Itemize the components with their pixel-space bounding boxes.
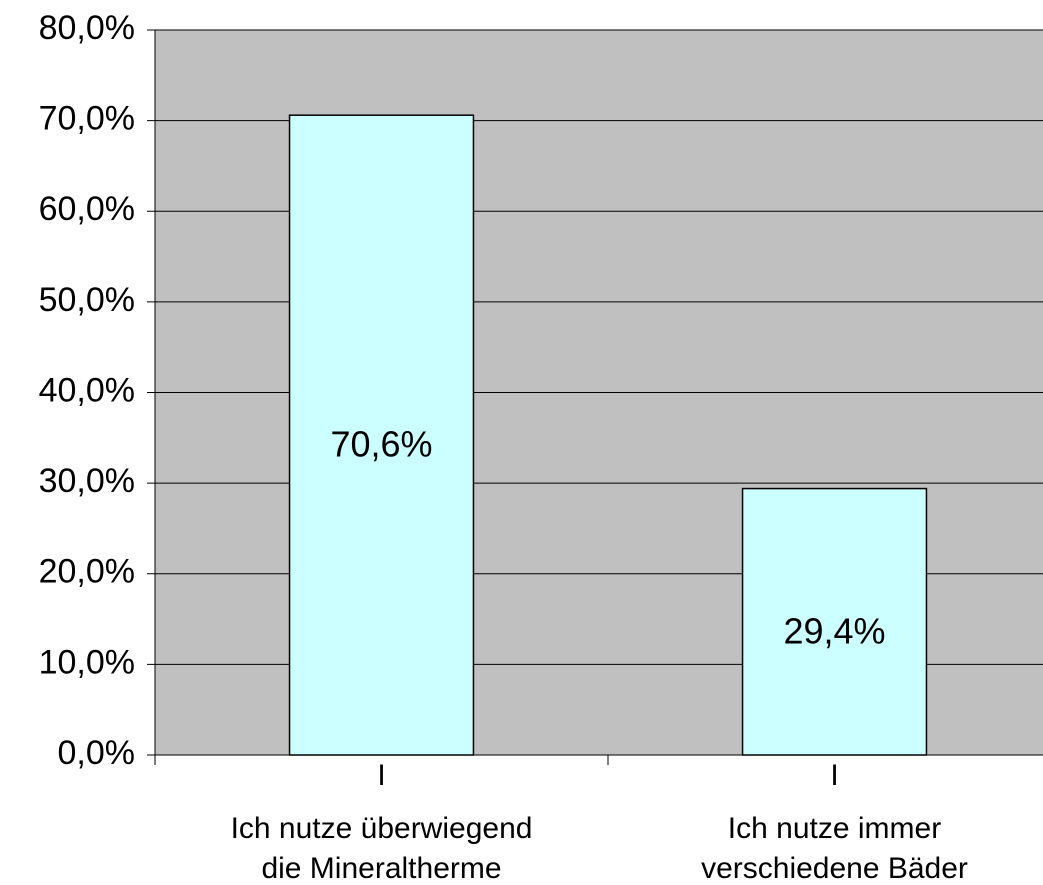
x-tick-label: I <box>377 759 385 792</box>
x-tick-label: Ich nutze immer <box>728 812 941 845</box>
y-tick-label: 10,0% <box>39 643 135 681</box>
x-tick-label: Ich nutze überwiegend <box>231 812 533 845</box>
y-tick-label: 50,0% <box>39 281 135 319</box>
bar <box>741 487 928 756</box>
bar <box>288 114 475 756</box>
y-tick-label: 30,0% <box>39 462 135 500</box>
x-tick-label: die Mineraltherme <box>261 852 501 885</box>
y-tick-label: 70,0% <box>39 100 135 138</box>
x-tick-label: verschiedene Bäder <box>701 852 968 885</box>
y-tick-label: 60,0% <box>39 190 135 228</box>
y-tick-label: 80,0% <box>39 9 135 47</box>
value-label: 70,6% <box>330 424 432 465</box>
y-tick-label: 20,0% <box>39 553 135 591</box>
x-tick-label: I <box>830 759 838 792</box>
y-tick-label: 0,0% <box>58 734 136 772</box>
y-tick-label: 40,0% <box>39 371 135 409</box>
value-label: 29,4% <box>783 610 885 651</box>
